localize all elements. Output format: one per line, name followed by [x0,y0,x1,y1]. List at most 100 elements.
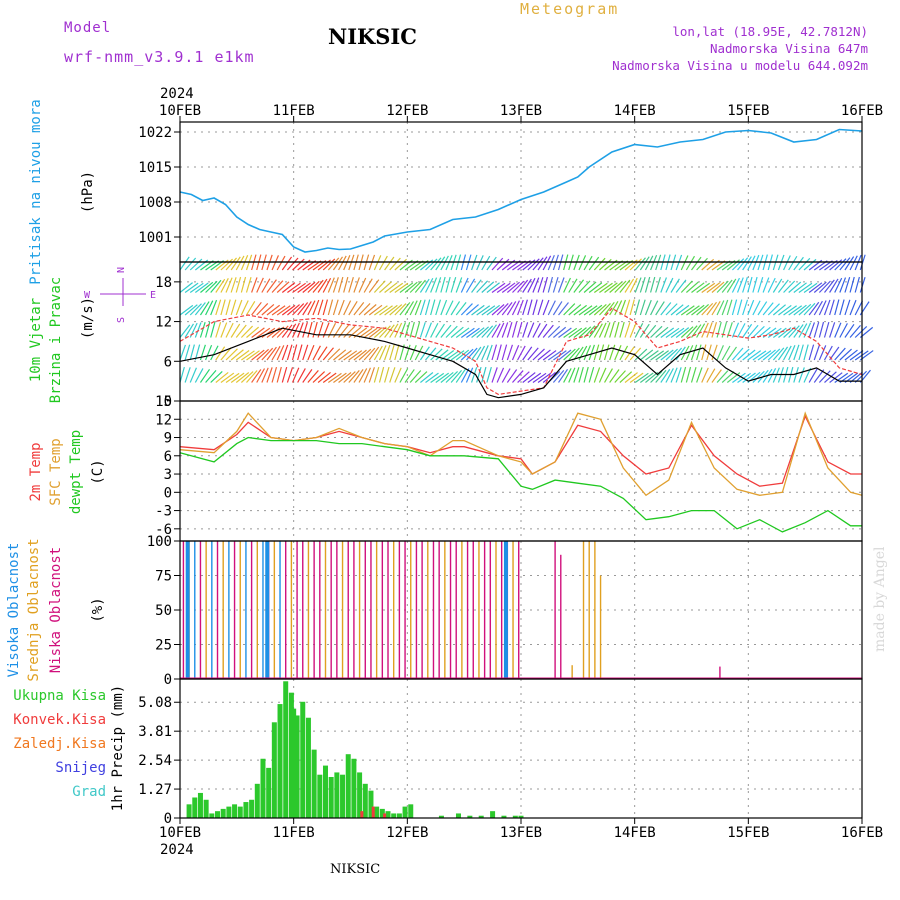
wind-barb [747,299,755,316]
wind-barb [322,372,337,383]
wind-barb [506,301,517,316]
precip-bar [300,701,306,818]
wind-barb [322,347,334,361]
wind-barb [598,367,607,383]
wind-barb [696,303,709,316]
precip-bar [294,715,300,818]
wind-barb [568,327,583,338]
wind-barb [716,280,729,293]
y-tick-label: 12 [155,412,172,428]
wind-barb [609,344,616,361]
wind-barb [466,304,479,316]
wind-barb [179,366,185,383]
precip-bar [271,722,277,818]
wind-axis-subtitle: Brzina i Pravac [48,277,64,403]
wind-barb [332,256,344,271]
temp-axis-title-dewpt: dewpt Temp [68,430,84,514]
wind-barb [609,321,615,338]
wind-barb [430,348,443,361]
wind-barb [363,367,371,383]
wind-barb [220,372,235,383]
wind-barb [240,325,254,338]
wind-barb [471,279,482,293]
precip-bar [345,754,351,818]
wind-barb [634,323,644,338]
wind-barb [353,349,367,361]
x-tick-label-bottom: 13FEB [500,825,542,841]
wind-barb [384,304,398,316]
wind-barb [445,350,460,361]
wind-barb [430,277,438,293]
wind-barb [414,371,428,383]
y-tick-label: 2.54 [138,753,172,769]
wind-barb [256,277,264,293]
wind-barb [246,350,260,361]
wind-barb [619,279,631,293]
wind-barb [517,321,523,338]
wind-barb [558,368,569,383]
wind-barb [378,255,388,271]
wind-barb [424,322,432,338]
wind-barb [542,255,552,271]
wind-barb [302,322,308,338]
wind-barb [205,280,218,293]
wind-barb [568,367,576,383]
wind-barb [547,350,562,361]
wind-barb [813,281,827,293]
wind-barb [614,370,626,383]
wind-barb [394,303,407,316]
wind-barb [235,299,243,316]
precip-bar [203,799,209,818]
high-cloud-bar [265,541,270,679]
wind-barb [537,277,544,293]
wind-barb [849,255,858,271]
wind-barb [808,322,815,338]
wind-barb [593,304,607,316]
wind-barb [757,277,764,293]
wind-barb [317,371,331,383]
wind-barb [767,348,781,361]
y-tick-label: 3.81 [138,724,172,740]
wind-barb [639,349,654,361]
wind-barb [588,366,595,383]
precip-bar [374,806,380,818]
wind-barb [363,304,377,316]
wind-barb [742,277,748,293]
wind-barb [481,305,496,316]
wind-barb [292,282,306,293]
x-tick-label-top: 12FEB [386,103,428,119]
wind-barb [261,278,271,293]
wind-barb [184,367,191,383]
wind-barb [721,279,733,293]
wind-barb [660,368,671,383]
wind-barb [348,350,363,361]
wind-barb [220,299,226,316]
wind-barb [788,281,802,293]
wind-barb [542,324,554,338]
wind-barb [420,372,434,383]
wind-barb [634,277,642,293]
wind-barb [711,281,725,293]
wind-barb [389,282,404,293]
wind-barb [701,302,714,316]
wind-barb [716,300,725,316]
wind-barb [435,256,446,271]
wind-barb [455,368,466,383]
wind-barb [752,325,765,338]
wind-barb [235,255,245,271]
wind-barb [737,348,750,361]
wind-barb [317,299,324,316]
wind-barb [511,321,518,338]
wind-barb [471,327,485,338]
wind-barb [307,300,316,316]
wind-barb [813,344,821,361]
compass-west: W [84,290,91,301]
wind-barb [189,367,197,383]
wind-barb [430,372,445,383]
panel-frame [179,540,863,680]
wind-barb [384,282,398,293]
wind-barb [333,372,347,383]
wind-barb [261,327,276,338]
wind-barb [834,372,849,383]
wind-barb [691,256,702,271]
